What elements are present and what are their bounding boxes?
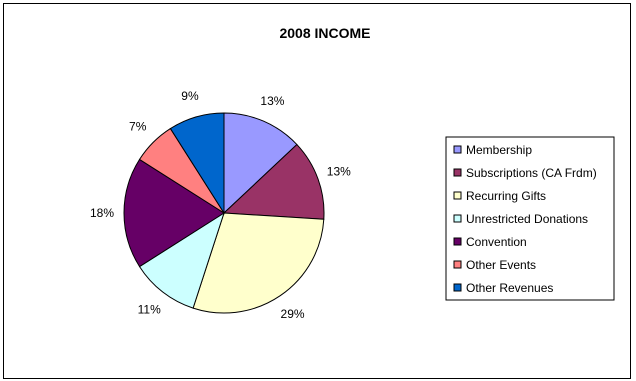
pie-slice-unrestricted-donations	[138, 211, 225, 309]
legend-label-other-revenues: Other Revenues	[466, 281, 553, 295]
legend-label-recurring-gifts: Recurring Gifts	[466, 189, 546, 203]
pie-slice-membership	[223, 112, 298, 215]
legend-swatch-subscriptions-ca-frdm	[453, 168, 462, 177]
chart-title: 2008 INCOME	[279, 25, 370, 41]
legend-label-unrestricted-donations: Unrestricted Donations	[466, 212, 588, 226]
legend-label-convention: Convention	[466, 235, 527, 249]
slice-label-unrestricted-donations: 11%	[138, 302, 161, 316]
slice-label-other-events: 7%	[129, 120, 147, 134]
pie-slice-convention	[123, 158, 225, 268]
pie-slices	[123, 112, 325, 314]
legend: Membership Subscriptions (CA Frdm) Recurri…	[445, 136, 615, 301]
slice-label-membership: 13%	[260, 94, 284, 108]
legend-box	[445, 136, 615, 301]
legend-label-membership: Membership	[466, 143, 532, 157]
legend-swatch-other-revenues	[453, 283, 462, 292]
pie-slice-recurring-gifts	[192, 212, 325, 314]
legend-swatch-recurring-gifts	[453, 191, 462, 200]
slice-label-other-revenues: 9%	[181, 89, 199, 103]
legend-label-other-events: Other Events	[466, 258, 536, 272]
legend-label-subscriptions-ca-frdm: Subscriptions (CA Frdm)	[466, 166, 597, 180]
legend-swatch-membership	[453, 145, 462, 154]
slice-label-recurring-gifts: 29%	[281, 307, 305, 321]
slice-label-subscriptions-ca-frdm: 13%	[327, 165, 351, 179]
pie-value-labels: 13% 13% 29% 11% 18% 7% 9%	[90, 89, 351, 321]
pie-slice-other-revenues	[169, 112, 225, 215]
legend-swatch-convention	[453, 237, 462, 246]
pie-slice-subscriptions-ca-frdm	[222, 143, 325, 220]
legend-swatch-unrestricted-donations	[453, 214, 462, 223]
legend-swatch-other-events	[453, 260, 462, 269]
slice-label-convention: 18%	[90, 206, 114, 220]
